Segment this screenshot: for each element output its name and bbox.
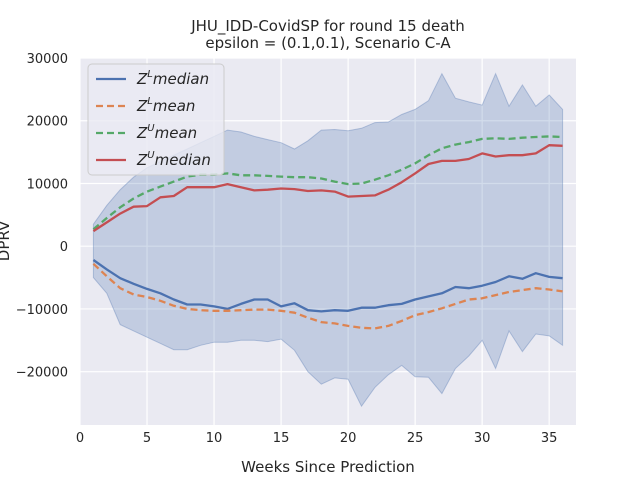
- series-line-z-l-mean: [92, 262, 563, 330]
- y-tick-label: 10000: [27, 177, 68, 192]
- series-line-z-u-median: [92, 144, 563, 233]
- x-tick-label: 5: [143, 431, 151, 446]
- x-tick-label: 15: [273, 431, 290, 446]
- y-tick-label: −10000: [16, 303, 68, 318]
- legend-box: [87, 63, 225, 176]
- y-tick-label: 20000: [27, 115, 68, 130]
- x-tick-label: 25: [407, 431, 424, 446]
- x-tick-label: 0: [76, 431, 84, 446]
- lines-layer: [92, 135, 563, 330]
- legend-items: ZLmedian ZLmean ZUmean ZUmedian: [96, 69, 211, 169]
- series-line-z-u-mean: [92, 135, 563, 231]
- x-axis-label: Weeks Since Prediction: [241, 458, 415, 476]
- x-tick-label: 35: [541, 431, 558, 446]
- y-tick-labels: −20000 −10000 0 10000 20000 30000: [16, 52, 68, 381]
- x-tick-label: 30: [474, 431, 491, 446]
- y-tick-label: 0: [60, 240, 68, 255]
- legend-label-z-u-median: ZUmedian: [136, 150, 211, 169]
- y-tick-label: −20000: [16, 366, 68, 381]
- legend-label-z-l-mean: ZLmean: [136, 96, 195, 115]
- legend-label-z-u-mean: ZUmean: [136, 123, 197, 142]
- x-tick-labels: 0 5 10 15 20 25 30 35: [76, 431, 558, 446]
- y-tick-label: 30000: [27, 52, 68, 67]
- legend-label-z-l-median: ZLmedian: [136, 69, 209, 88]
- x-tick-label: 10: [206, 431, 223, 446]
- legend: ZLmedian ZLmean ZUmean ZUmedian: [87, 63, 225, 176]
- y-axis-label: DPRV: [0, 220, 13, 261]
- chart-title: JHU_IDD-CovidSP for round 15 death: [190, 17, 465, 36]
- chart-subtitle: epsilon = (0.1,0.1), Scenario C-A: [205, 34, 451, 52]
- x-tick-label: 20: [340, 431, 357, 446]
- series-line-z-l-median: [92, 259, 563, 313]
